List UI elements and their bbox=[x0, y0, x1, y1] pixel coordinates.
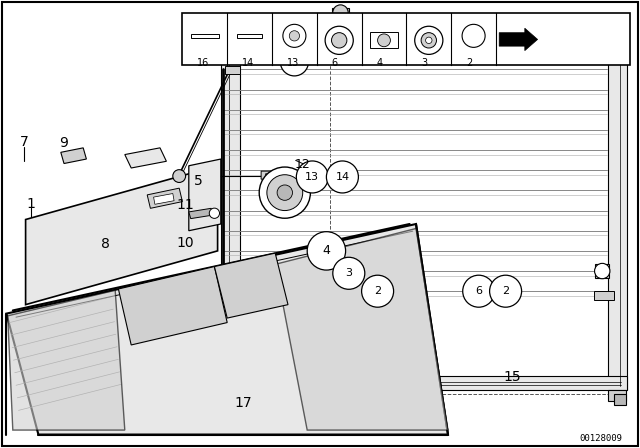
Text: 15: 15 bbox=[503, 370, 521, 384]
Polygon shape bbox=[614, 27, 626, 36]
Circle shape bbox=[326, 161, 358, 193]
Circle shape bbox=[595, 263, 610, 279]
Circle shape bbox=[289, 31, 300, 41]
Text: 2: 2 bbox=[466, 58, 472, 68]
Circle shape bbox=[280, 48, 308, 76]
Text: 13: 13 bbox=[305, 172, 319, 182]
Text: 8: 8 bbox=[101, 237, 110, 251]
Polygon shape bbox=[594, 291, 614, 300]
Polygon shape bbox=[266, 174, 289, 188]
Polygon shape bbox=[236, 287, 269, 300]
Polygon shape bbox=[154, 194, 174, 204]
Polygon shape bbox=[608, 34, 626, 44]
Text: 13: 13 bbox=[287, 58, 299, 68]
Polygon shape bbox=[370, 32, 398, 48]
Text: 5: 5 bbox=[194, 174, 203, 189]
Polygon shape bbox=[221, 376, 627, 390]
Text: 3: 3 bbox=[346, 268, 352, 278]
Text: 11: 11 bbox=[177, 198, 195, 212]
Text: 2: 2 bbox=[374, 286, 381, 296]
Circle shape bbox=[307, 232, 346, 270]
Polygon shape bbox=[214, 253, 288, 318]
Circle shape bbox=[333, 257, 365, 289]
Text: 2: 2 bbox=[502, 286, 509, 296]
Polygon shape bbox=[608, 43, 627, 390]
Polygon shape bbox=[595, 264, 609, 278]
Polygon shape bbox=[237, 34, 262, 38]
Circle shape bbox=[462, 24, 485, 47]
Text: 12: 12 bbox=[294, 158, 310, 171]
Polygon shape bbox=[191, 34, 219, 38]
Polygon shape bbox=[499, 28, 538, 51]
Text: 6: 6 bbox=[332, 58, 338, 68]
Circle shape bbox=[209, 208, 220, 218]
Circle shape bbox=[463, 275, 495, 307]
Text: 14: 14 bbox=[335, 172, 349, 182]
Text: 4: 4 bbox=[323, 244, 330, 258]
Circle shape bbox=[421, 33, 436, 48]
Polygon shape bbox=[8, 290, 125, 430]
Polygon shape bbox=[225, 66, 240, 74]
Circle shape bbox=[173, 170, 186, 182]
Text: 3: 3 bbox=[421, 58, 428, 68]
Polygon shape bbox=[189, 159, 221, 231]
Text: 6: 6 bbox=[476, 286, 482, 296]
Text: 00128009: 00128009 bbox=[579, 434, 622, 443]
Polygon shape bbox=[61, 148, 86, 164]
Circle shape bbox=[277, 185, 292, 200]
Circle shape bbox=[362, 275, 394, 307]
Polygon shape bbox=[38, 177, 211, 298]
Text: 17: 17 bbox=[234, 396, 252, 410]
Text: 16: 16 bbox=[287, 57, 301, 67]
Circle shape bbox=[267, 175, 303, 211]
Circle shape bbox=[415, 26, 443, 54]
Text: 7: 7 bbox=[20, 135, 29, 150]
Polygon shape bbox=[238, 290, 264, 297]
Circle shape bbox=[378, 34, 390, 47]
Text: 4: 4 bbox=[376, 58, 383, 68]
Text: 10: 10 bbox=[177, 236, 195, 250]
Circle shape bbox=[325, 26, 353, 54]
Polygon shape bbox=[26, 166, 218, 305]
Circle shape bbox=[283, 24, 306, 47]
Bar bbox=[182, 13, 630, 65]
Polygon shape bbox=[614, 394, 626, 405]
Polygon shape bbox=[275, 228, 448, 430]
Circle shape bbox=[426, 37, 432, 43]
Text: 14: 14 bbox=[242, 58, 254, 68]
Polygon shape bbox=[125, 148, 166, 168]
Polygon shape bbox=[261, 171, 285, 179]
Polygon shape bbox=[147, 188, 182, 208]
Polygon shape bbox=[221, 25, 339, 34]
Polygon shape bbox=[221, 43, 627, 58]
Text: 16: 16 bbox=[197, 58, 209, 68]
Circle shape bbox=[259, 167, 310, 218]
Circle shape bbox=[296, 161, 328, 193]
Polygon shape bbox=[118, 267, 227, 345]
Polygon shape bbox=[608, 390, 626, 401]
Polygon shape bbox=[332, 8, 349, 17]
Circle shape bbox=[332, 33, 347, 48]
Polygon shape bbox=[6, 224, 448, 435]
Polygon shape bbox=[330, 13, 351, 34]
Polygon shape bbox=[189, 208, 213, 219]
Polygon shape bbox=[221, 43, 240, 390]
Circle shape bbox=[333, 5, 348, 20]
Text: 1: 1 bbox=[26, 197, 35, 211]
Text: 9: 9 bbox=[60, 136, 68, 151]
Circle shape bbox=[490, 275, 522, 307]
